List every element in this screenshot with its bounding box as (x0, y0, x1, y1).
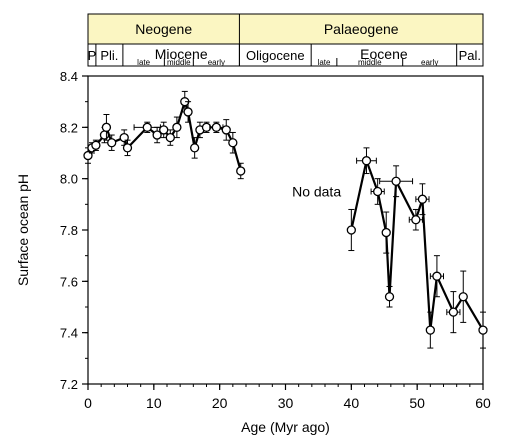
data-point (152, 130, 162, 140)
y-ticks (82, 75, 88, 385)
neogene-band (88, 14, 240, 44)
y-tick-label: 8.0 (60, 172, 78, 187)
data-point (361, 156, 372, 166)
data-point (448, 307, 459, 317)
series-neogene (83, 90, 246, 180)
data-point (346, 225, 356, 235)
data-point (91, 140, 101, 150)
period-label-neogene: Neogene (135, 21, 192, 37)
x-ticks (87, 384, 484, 390)
subdivision-label: late (137, 58, 150, 67)
data-point (381, 227, 391, 238)
data-point (373, 186, 383, 197)
no-data-annotation: No data (292, 184, 341, 200)
data-point (165, 132, 175, 143)
period-label-palaeogene: Palaeogene (324, 21, 399, 37)
x-axis-title: Age (Myr ago) (241, 419, 330, 435)
series-palaeogene (346, 147, 488, 349)
y-axis: 7.2 7.4 7.6 7.8 8.0 8.2 8.4 Surface ocea… (15, 69, 88, 392)
data-point (119, 132, 129, 143)
data-point (228, 138, 238, 148)
data-point (391, 176, 401, 186)
data-point (189, 143, 200, 153)
data-point (458, 292, 468, 302)
data-point (221, 125, 231, 135)
y-tick-label: 7.6 (60, 274, 78, 289)
y-axis-title: Surface ocean pH (15, 174, 31, 286)
y-tick-label: 7.8 (60, 223, 78, 238)
y-tick-label: 8.4 (60, 69, 78, 84)
data-point (478, 325, 488, 335)
data-point (236, 166, 246, 176)
data-point (172, 122, 182, 132)
x-tick-label: 20 (212, 395, 228, 411)
subdivision-label: middle (167, 58, 191, 67)
x-tick-label: 50 (409, 395, 425, 411)
data-point (417, 194, 428, 204)
epoch-label-palaeocene: Pal. (459, 48, 481, 63)
data-point (107, 138, 117, 148)
data-point (211, 122, 222, 132)
palaeogene-band (239, 14, 483, 44)
subdivision-label: middle (358, 58, 382, 67)
epoch-label-pleistocene: P (88, 48, 97, 63)
y-tick-label: 7.4 (60, 326, 78, 341)
geologic-timescale-header: Neogene Palaeogene P Pli. Miocene Oligoc… (87, 13, 484, 67)
data-point (159, 125, 169, 135)
subdivision-label: early (421, 58, 438, 67)
epoch-label-eocene: Eocene (360, 46, 408, 62)
data-point (432, 271, 442, 281)
y-tick-label: 8.2 (60, 120, 78, 135)
epoch-label-pliocene: Pli. (100, 48, 118, 63)
data-series (83, 90, 488, 349)
data-point (122, 143, 133, 153)
header-frame (87, 13, 484, 67)
epoch-label-oligocene: Oligocene (246, 48, 305, 63)
series-line (87, 100, 242, 172)
subdivision-label: late (318, 58, 331, 67)
data-point (142, 122, 152, 132)
subdivision-dividers (163, 58, 404, 66)
x-axis: 0 10 20 30 40 50 60 Age (Myr ago) (84, 384, 491, 435)
subdivision-label: early (208, 58, 225, 67)
y-tick-label: 7.2 (60, 377, 78, 392)
x-tick-label: 60 (475, 395, 491, 411)
data-point (83, 150, 93, 161)
x-tick-label: 40 (344, 395, 360, 411)
epoch-label-miocene: Miocene (155, 46, 208, 62)
data-point (183, 107, 193, 117)
x-tick-label: 10 (146, 395, 162, 411)
data-point (384, 292, 395, 302)
epoch-dividers (95, 44, 458, 66)
x-tick-label: 0 (84, 395, 92, 411)
data-point (101, 122, 112, 132)
x-tick-label: 30 (278, 395, 294, 411)
data-point (99, 130, 110, 140)
data-point (411, 215, 421, 225)
data-point (425, 325, 435, 335)
